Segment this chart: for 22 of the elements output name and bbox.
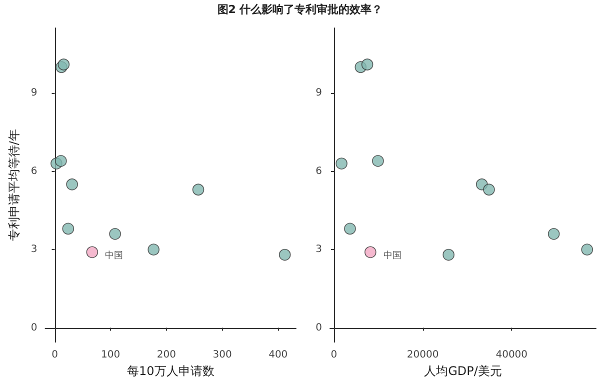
y-tick-label: 9 bbox=[316, 88, 322, 99]
chart-title: 图2 什么影响了专利审批的效率？ bbox=[216, 2, 384, 18]
x-axis-title: 人均GDP/美元 bbox=[424, 364, 502, 378]
x-tick-label: 40000 bbox=[496, 350, 528, 361]
annotation: 中国 bbox=[105, 250, 124, 262]
y-tick-label: 0 bbox=[30, 322, 38, 334]
x-tick-label: 400 bbox=[268, 350, 288, 361]
x-tick-label: 20000 bbox=[406, 350, 439, 361]
annotation: 中国 bbox=[383, 250, 402, 262]
y-tick-label: 6 bbox=[30, 166, 38, 177]
x-tick-label: 0 bbox=[330, 350, 338, 361]
x-tick-label: 100 bbox=[101, 350, 120, 361]
y-tick-label: 9 bbox=[30, 88, 38, 99]
y-tick-label: 3 bbox=[30, 244, 38, 256]
y-axis-title: 专利申请平均等待/年 bbox=[7, 129, 21, 242]
y-tick-label: 6 bbox=[316, 166, 322, 177]
y-tick-label: 0 bbox=[316, 322, 322, 334]
x-tick-label: 300 bbox=[212, 350, 232, 361]
x-axis-title: 每10万人申请数 bbox=[126, 364, 214, 378]
x-tick-label: 0 bbox=[52, 350, 58, 361]
x-tick-label: 200 bbox=[156, 350, 176, 361]
y-tick-label: 3 bbox=[316, 244, 322, 256]
